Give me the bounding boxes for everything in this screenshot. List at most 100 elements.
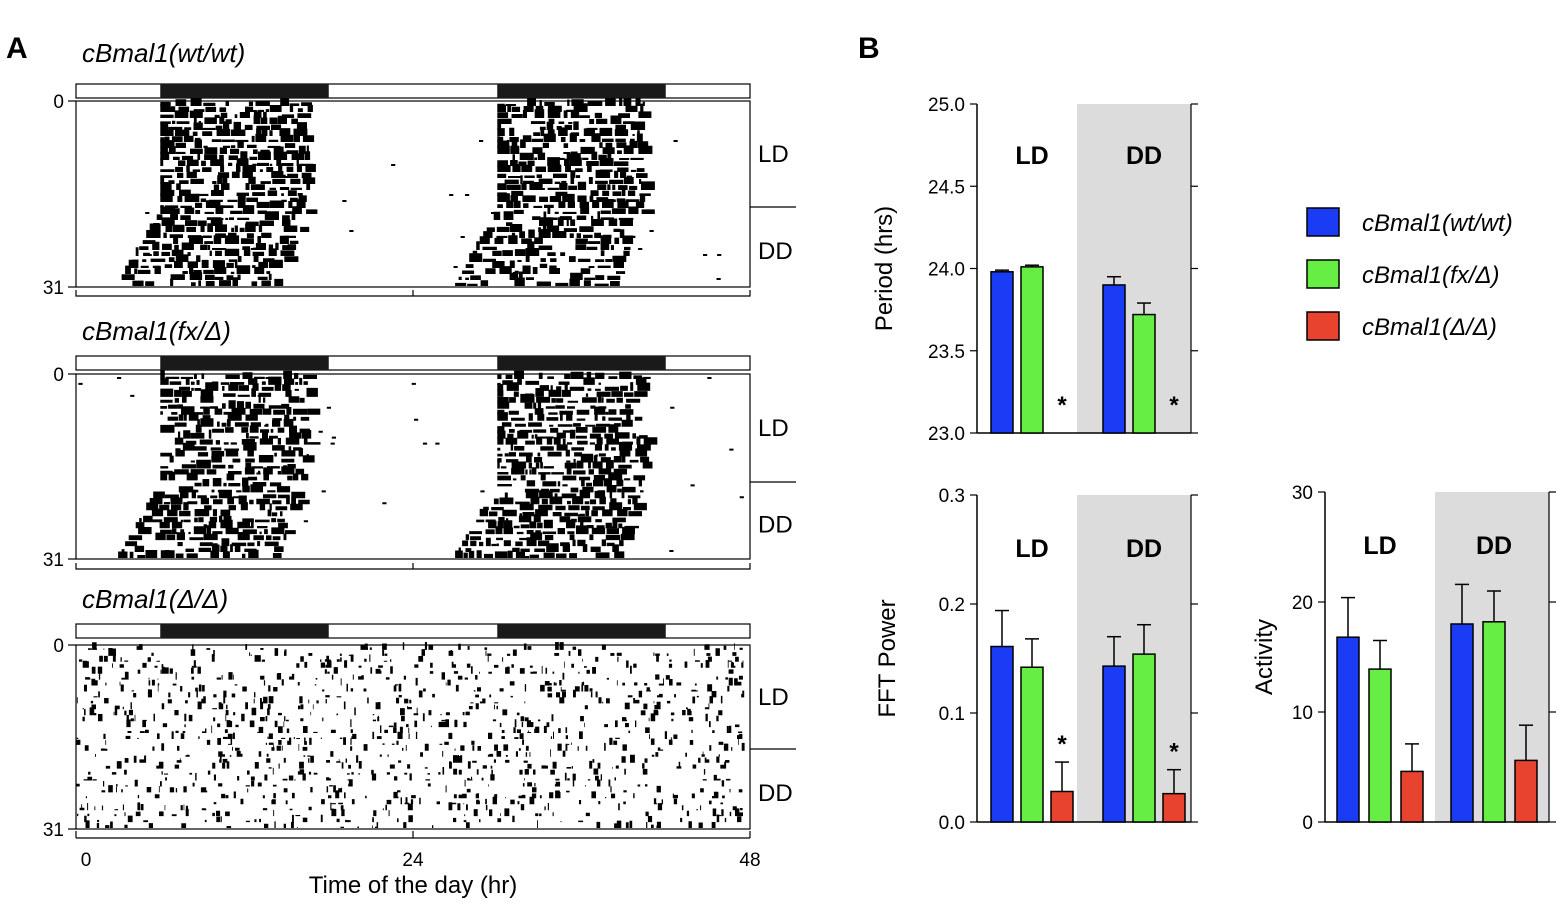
activity-row xyxy=(160,121,646,130)
ld-label: LD xyxy=(758,141,789,168)
dd-label: DD xyxy=(758,238,793,265)
activity-row xyxy=(135,519,639,529)
activity-row xyxy=(84,814,742,823)
activity-row xyxy=(160,199,645,208)
actogram-box xyxy=(75,644,751,830)
activity-row xyxy=(153,217,633,226)
panel-letter-a: A xyxy=(6,32,28,65)
y-tick-label: 0.0 xyxy=(939,813,965,834)
bar xyxy=(1336,636,1360,823)
condition-label: DD xyxy=(1476,532,1512,560)
activity-row xyxy=(160,466,628,475)
dark-phase xyxy=(160,356,329,370)
activity-row xyxy=(160,424,619,433)
significance-star: * xyxy=(1169,739,1179,766)
bar xyxy=(1102,284,1126,434)
dd-label: DD xyxy=(758,780,793,807)
actogram-title: cBmal1(fx/Δ) xyxy=(82,316,231,346)
condition-label: DD xyxy=(1126,142,1162,170)
x-tick-label: 0 xyxy=(81,850,92,871)
bar xyxy=(990,645,1014,823)
activity-row xyxy=(125,537,624,547)
activity-row xyxy=(160,169,648,178)
bar xyxy=(1450,623,1474,823)
activity-row xyxy=(139,514,626,523)
y-axis-title: Activity xyxy=(1251,619,1278,695)
y-tick-label: 20 xyxy=(1292,593,1313,614)
activity-row xyxy=(125,265,626,274)
activity-row xyxy=(167,411,643,421)
dark-phase xyxy=(160,84,329,98)
bar-chart: 0 10 20 30 Activity LD DD xyxy=(1251,483,1556,834)
row-end-label: 31 xyxy=(43,550,64,571)
x-axis: 0 24 48 Time of the day (hr) xyxy=(75,831,761,899)
dd-label: DD xyxy=(758,512,793,539)
bar xyxy=(1482,621,1506,823)
activity-row xyxy=(146,502,647,511)
significance-star: * xyxy=(1169,392,1179,419)
bar xyxy=(1020,266,1044,434)
activity-row xyxy=(160,97,645,106)
y-tick-label: 10 xyxy=(1292,703,1313,724)
activity-row xyxy=(135,247,722,256)
activity-row xyxy=(160,115,635,124)
y-tick-label: 0 xyxy=(1302,813,1313,834)
activity-row xyxy=(84,683,730,692)
bar xyxy=(1132,313,1156,434)
legend-item: cBmal1(fx/Δ) xyxy=(1306,259,1499,289)
activity-row xyxy=(160,163,645,172)
bar xyxy=(1102,665,1126,823)
activity-row xyxy=(160,181,655,190)
actogram-panel: cBmal1(wt/wt)031LDDDcBmal1(fx/Δ)031LDDDc… xyxy=(43,38,796,899)
activity-row xyxy=(166,382,651,391)
y-tick-label: 23.0 xyxy=(928,424,965,445)
activity-row xyxy=(160,157,629,166)
activity-row xyxy=(160,127,640,136)
activity-row xyxy=(78,376,647,385)
activity-row xyxy=(145,205,655,214)
bar xyxy=(990,271,1014,434)
activity-row xyxy=(149,495,638,505)
legend-item: cBmal1(wt/wt) xyxy=(1306,207,1513,237)
significance-star: * xyxy=(1057,731,1067,758)
bar xyxy=(1132,653,1156,823)
activity-row xyxy=(126,719,740,728)
activity-row xyxy=(85,820,716,828)
x-axis-title: Time of the day (hr) xyxy=(309,872,518,899)
panel-letter-b: B xyxy=(858,32,880,65)
activity-row xyxy=(160,400,675,409)
actogram: cBmal1(fx/Δ) 0 31 LD DD xyxy=(43,316,796,571)
activity-row xyxy=(160,447,648,457)
activity-row xyxy=(121,543,674,552)
activity-row xyxy=(151,508,642,517)
activity-row xyxy=(156,211,634,220)
activity-marks xyxy=(78,370,744,558)
legend-label: cBmal1(Δ/Δ) xyxy=(1362,314,1497,341)
bar xyxy=(1050,790,1074,823)
activity-row xyxy=(160,103,644,112)
legend-label: cBmal1(fx/Δ) xyxy=(1362,262,1499,289)
bar xyxy=(1400,770,1424,823)
activity-row xyxy=(160,471,646,481)
row-start-label: 0 xyxy=(53,636,64,657)
legend: cBmal1(wt/wt) cBmal1(fx/Δ) cBmal1(Δ/Δ) xyxy=(1306,207,1513,341)
bar-chart: 23.0 23.5 24.0 24.5 25.0 Period (hrs) LD DD * * xyxy=(871,95,1198,445)
activity-row xyxy=(88,767,706,775)
activity-row xyxy=(117,370,712,379)
activity-marks xyxy=(76,642,745,828)
activity-row xyxy=(82,701,710,710)
y-tick-label: 24.5 xyxy=(928,177,965,198)
bar xyxy=(1368,668,1392,823)
actogram: cBmal1(wt/wt) 0 31 LD DD xyxy=(43,38,796,299)
dark-phase xyxy=(160,624,329,638)
activity-row xyxy=(160,188,651,196)
ld-label: LD xyxy=(758,415,789,442)
activity-row xyxy=(160,133,678,142)
row-end-label: 31 xyxy=(43,278,64,299)
activity-row xyxy=(160,109,652,118)
activity-row xyxy=(160,459,653,469)
condition-label: LD xyxy=(1363,532,1396,560)
dark-phase xyxy=(497,624,666,638)
activity-row xyxy=(76,731,743,739)
y-tick-label: 0.3 xyxy=(939,486,965,507)
